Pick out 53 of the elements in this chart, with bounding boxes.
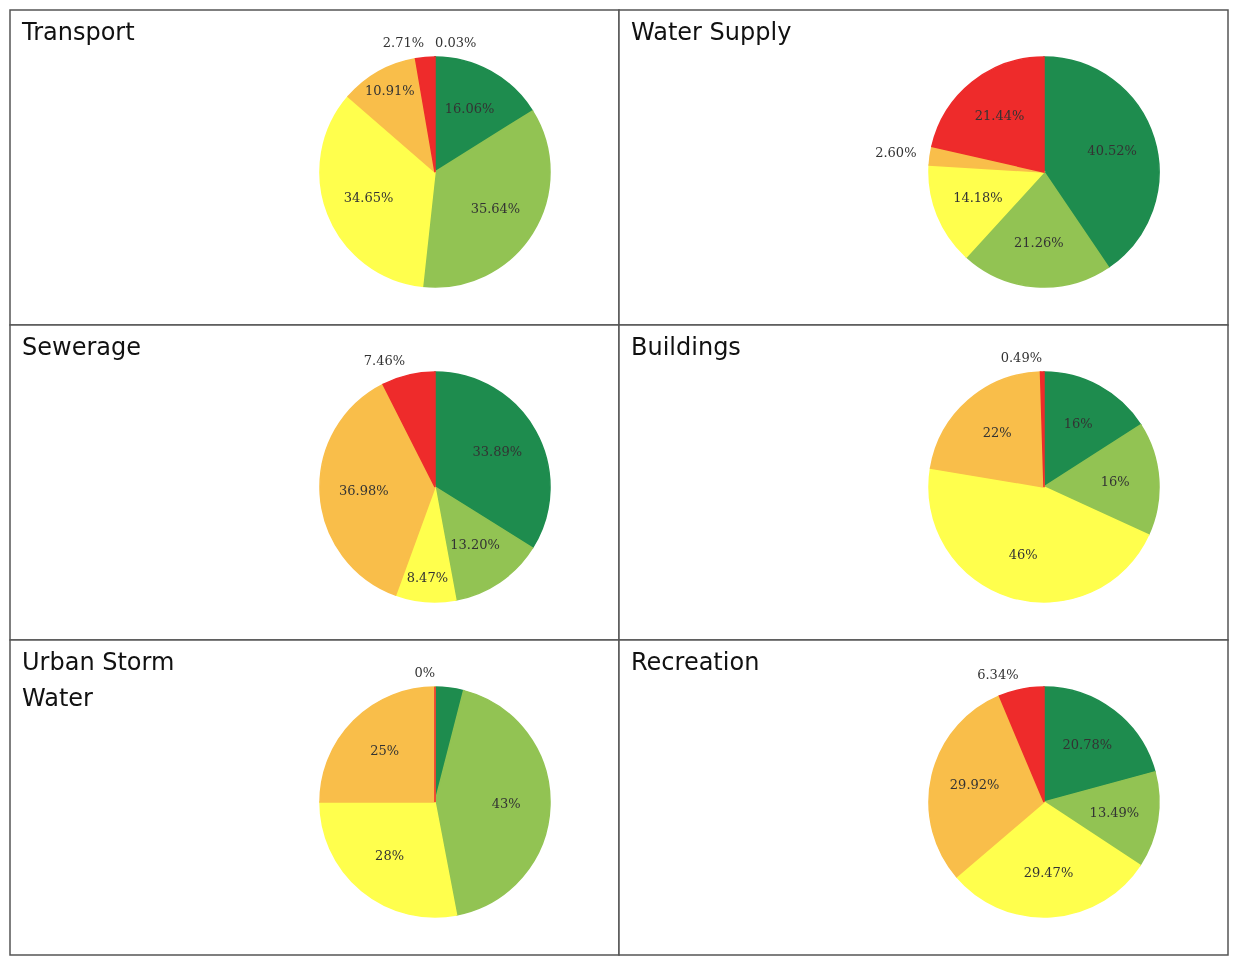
text: Transport [21,18,135,46]
data-label: 2.71% [382,35,425,51]
data-label: 34.65% [343,189,394,205]
text: Urban Storm Water [22,648,175,712]
data-label: 43% [491,795,521,811]
text: Recreation [631,648,760,676]
pie-slice [347,57,436,173]
data-label: 46% [1008,546,1038,562]
pie-slice [931,56,1045,173]
data-label: 35.64% [470,201,521,217]
pie-slice [319,686,436,803]
data-label: 36.98% [339,482,389,498]
data-label: 16.06% [444,101,495,117]
data-label: 21.26% [1014,234,1064,250]
data-label: 8.47% [406,570,449,586]
data-label: 2.60% [875,145,917,161]
text: Buildings [631,333,741,361]
data-label: 29.47% [1023,864,1074,880]
pie-slice [1043,771,1160,867]
data-label: 7.46% [363,353,406,369]
pie-slice [1039,371,1045,488]
pie-slice [319,801,458,918]
data-label: 6.34% [977,667,1019,683]
pie-slice [1043,686,1156,803]
pie-slice [955,801,1141,918]
data-label: 0.03% [435,34,477,50]
pie-slice [928,467,1150,603]
data-label: 16% [1063,415,1093,431]
data-label: 25% [370,743,400,759]
data-label: 10.91% [365,83,415,99]
text: 0% [414,664,435,680]
data-label: 33.89% [472,443,523,459]
data-label: 21.44% [974,107,1025,123]
pie-slice [998,686,1045,803]
pie-slice [929,371,1045,488]
text: Sewerage [22,333,141,361]
data-label: 13.20% [450,537,500,553]
pie-slice [414,56,436,173]
data-label: 28% [375,848,404,864]
pie-slice [1043,371,1142,488]
pie-slice [434,56,534,173]
data-label: 14.18% [953,190,1003,206]
data-label: 40.52% [1087,142,1137,158]
data-label: 0.49% [1000,349,1043,365]
pie-slice [319,95,436,288]
data-label: 20.78% [1062,736,1113,752]
chart-title: Water Supply [631,18,792,46]
data-label: 16% [1100,473,1130,489]
pie-slice [434,689,551,916]
data-label: 22% [982,424,1012,440]
pie-slice [434,371,551,549]
data-label: 13.49% [1089,804,1140,820]
data-label: 29.92% [949,777,1000,793]
